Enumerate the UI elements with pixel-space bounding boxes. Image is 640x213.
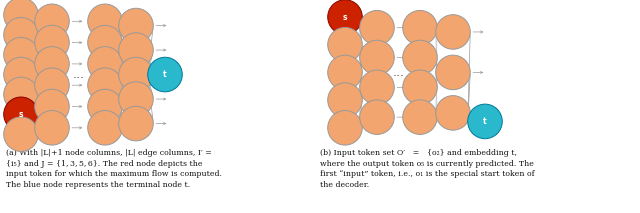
Text: s: s bbox=[19, 110, 23, 119]
Ellipse shape bbox=[88, 25, 122, 60]
Ellipse shape bbox=[4, 97, 38, 132]
Ellipse shape bbox=[436, 96, 470, 130]
Ellipse shape bbox=[148, 57, 182, 92]
Ellipse shape bbox=[119, 57, 154, 92]
Ellipse shape bbox=[360, 70, 394, 105]
Ellipse shape bbox=[119, 33, 154, 67]
Ellipse shape bbox=[360, 10, 394, 45]
Ellipse shape bbox=[35, 111, 69, 145]
Text: ...: ... bbox=[392, 66, 404, 79]
Ellipse shape bbox=[119, 82, 154, 116]
Ellipse shape bbox=[360, 100, 394, 134]
Ellipse shape bbox=[403, 40, 437, 75]
Ellipse shape bbox=[4, 0, 38, 32]
Ellipse shape bbox=[328, 55, 362, 90]
Ellipse shape bbox=[403, 100, 437, 134]
Ellipse shape bbox=[4, 17, 38, 52]
Ellipse shape bbox=[436, 15, 470, 49]
Text: s: s bbox=[343, 13, 348, 22]
Ellipse shape bbox=[436, 55, 470, 90]
Text: t: t bbox=[483, 117, 487, 126]
Ellipse shape bbox=[328, 0, 362, 34]
Ellipse shape bbox=[328, 27, 362, 62]
Text: (b) Input token set O′ = {o₂} and embedding t,
where the output token o₅ is curr: (b) Input token set O′ = {o₂} and embedd… bbox=[320, 149, 534, 189]
Ellipse shape bbox=[328, 111, 362, 145]
Ellipse shape bbox=[88, 89, 122, 124]
Ellipse shape bbox=[35, 68, 69, 102]
Ellipse shape bbox=[35, 47, 69, 81]
Ellipse shape bbox=[119, 106, 154, 141]
Text: ...: ... bbox=[72, 68, 84, 81]
Text: (a) With |L|+1 node columns, |L| edge columns, I′ =
{i₅} and J = {1, 3, 5, 6}. T: (a) With |L|+1 node columns, |L| edge co… bbox=[6, 149, 223, 189]
Ellipse shape bbox=[403, 70, 437, 105]
Ellipse shape bbox=[4, 117, 38, 151]
Ellipse shape bbox=[119, 8, 154, 43]
Ellipse shape bbox=[35, 89, 69, 124]
Ellipse shape bbox=[403, 10, 437, 45]
Ellipse shape bbox=[4, 37, 38, 72]
Ellipse shape bbox=[88, 68, 122, 102]
Ellipse shape bbox=[35, 25, 69, 60]
Ellipse shape bbox=[88, 47, 122, 81]
Ellipse shape bbox=[4, 77, 38, 112]
Ellipse shape bbox=[4, 57, 38, 92]
Text: t: t bbox=[163, 70, 167, 79]
Ellipse shape bbox=[328, 83, 362, 117]
Ellipse shape bbox=[360, 40, 394, 75]
Ellipse shape bbox=[88, 111, 122, 145]
Ellipse shape bbox=[35, 4, 69, 39]
Ellipse shape bbox=[468, 104, 502, 139]
Ellipse shape bbox=[88, 4, 122, 39]
